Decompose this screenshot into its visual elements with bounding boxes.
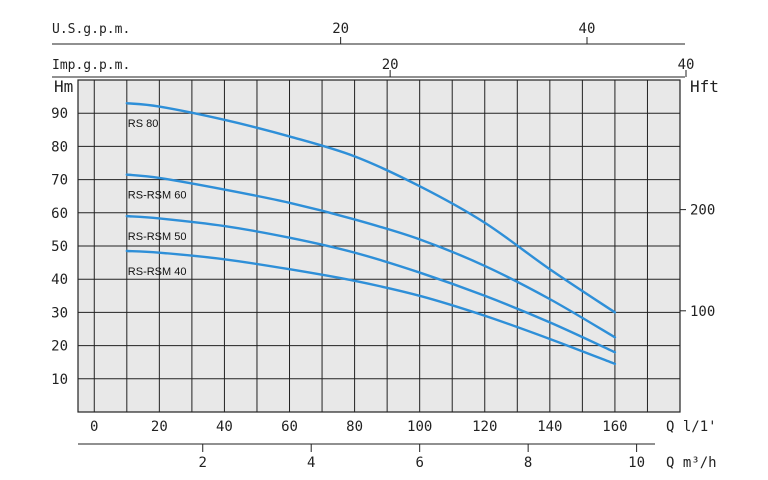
series-label-rs-rsm-50: RS-RSM 50 <box>128 231 187 243</box>
m3h-tick-label: 6 <box>415 455 423 471</box>
series-line-rs-80 <box>125 102 617 314</box>
impgpm-axis-label: Imp.g.p.m. <box>52 58 130 73</box>
x-tick-label: 60 <box>281 419 298 435</box>
x-tick-label: 120 <box>472 419 497 435</box>
x-tick-label: 40 <box>216 419 233 435</box>
series-line-rs-rsm-60 <box>125 173 617 339</box>
m3h-axis-label: Q m³/h <box>666 455 717 471</box>
impgpm-tick-label: 40 <box>678 57 695 73</box>
series-label-rs-rsm-40: RS-RSM 40 <box>128 266 187 278</box>
x-tick-label: 20 <box>151 419 168 435</box>
x-tick-label: 0 <box>90 419 98 435</box>
y-ticks: 10 20 30 40 50 60 70 80 90 <box>51 106 68 388</box>
usgpm-tick-label: 20 <box>332 21 349 37</box>
y-tick-label: 50 <box>51 239 68 255</box>
series-line-rs-rsm-50 <box>125 214 617 354</box>
grid <box>78 80 680 412</box>
y-tick-label: 80 <box>51 139 68 155</box>
x-tick-label: 100 <box>407 419 432 435</box>
m3h-tick-label: 4 <box>307 455 315 471</box>
series-label-rs-rsm-60: RS-RSM 60 <box>128 190 187 202</box>
y-tick-label: 70 <box>51 173 68 189</box>
m3h-ticks: 2 4 6 8 10 <box>78 443 655 471</box>
m3h-tick-label: 2 <box>199 455 207 471</box>
y-tick-label: 10 <box>51 372 68 388</box>
impgpm-tick-label: 20 <box>382 57 399 73</box>
series-label-rs-80: RS 80 <box>128 118 159 130</box>
y-tick-label: 30 <box>51 305 68 321</box>
series-group: RS 80 RS-RSM 60 RS-RSM 50 RS-RSM 40 <box>125 102 617 366</box>
y-tick-label: 40 <box>51 272 68 288</box>
usgpm-axis-label: U.S.g.p.m. <box>52 22 130 37</box>
y-right-tick-label: 100 <box>690 304 715 320</box>
x-tick-label: 140 <box>537 419 562 435</box>
usgpm-ticks: 20 40 <box>332 21 595 44</box>
x-axis-label: Q l/1' <box>666 419 717 435</box>
series-line-rs-rsm-40 <box>125 249 617 366</box>
y-tick-label: 20 <box>51 339 68 355</box>
y-tick-label: 90 <box>51 106 68 122</box>
y-right-tick-label: 200 <box>690 203 715 219</box>
y-tick-label: 60 <box>51 206 68 222</box>
impgpm-ticks: 20 40 <box>382 57 695 77</box>
m3h-tick-label: 8 <box>524 455 532 471</box>
y-right-axis-label: Hft <box>690 77 719 96</box>
x-tick-label: 80 <box>346 419 363 435</box>
m3h-tick-label: 10 <box>628 455 645 471</box>
x-ticks: 0 20 40 60 80 100 120 140 160 <box>90 419 628 435</box>
y-right-ticks: 100 200 <box>680 203 715 320</box>
y-axis-label: Hm <box>54 77 73 96</box>
x-tick-label: 160 <box>602 419 627 435</box>
usgpm-tick-label: 40 <box>579 21 596 37</box>
